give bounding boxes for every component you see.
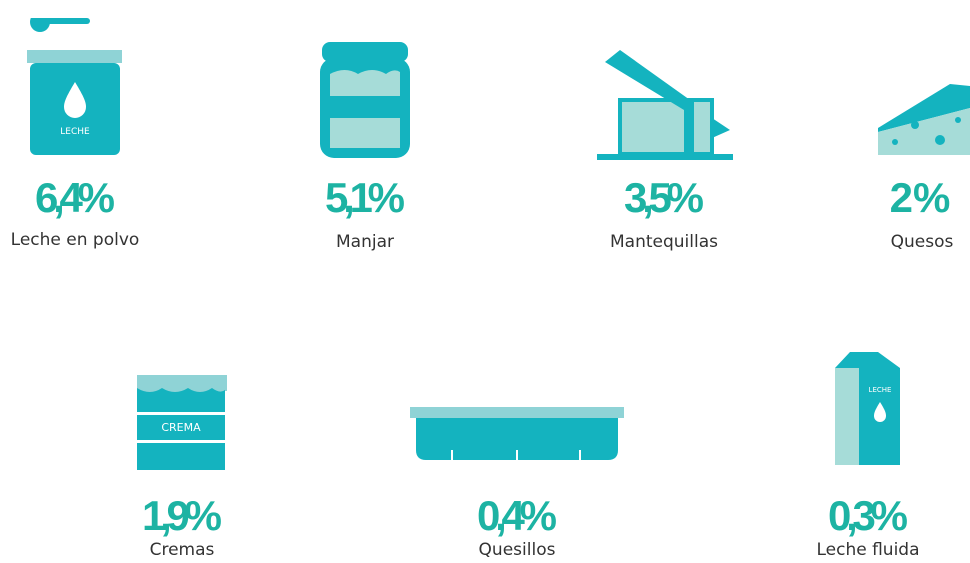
product-label: Mantequillas <box>610 232 718 252</box>
percentage: 6,4% <box>35 174 115 221</box>
percentage: 0,3% <box>828 492 908 539</box>
product-label: Leche fluida <box>816 540 919 560</box>
icon-text: LECHE <box>869 386 892 394</box>
milk-carton-icon: LECHE <box>835 352 900 465</box>
butter-icon <box>597 50 733 160</box>
percentage: 2% <box>890 174 951 221</box>
product-label: Quesillos <box>479 540 556 560</box>
percentage: 3,5% <box>624 174 704 221</box>
product-label: Quesos <box>891 232 954 252</box>
cheese-icon <box>878 84 970 155</box>
cream-icon: CREMA <box>137 375 227 470</box>
percentage: 1,9% <box>142 492 222 539</box>
product-label: Cremas <box>150 540 215 560</box>
percentage: 0,4% <box>477 492 557 539</box>
icon-text: CREMA <box>161 421 201 434</box>
tray-icon <box>410 407 624 460</box>
product-label: Manjar <box>336 232 394 252</box>
percentage: 5,1% <box>325 174 405 221</box>
jam-jar-icon <box>320 42 410 158</box>
product-label: Leche en polvo <box>11 230 140 250</box>
powder-milk-icon: LECHE <box>27 8 122 155</box>
icon-text: LECHE <box>60 127 90 137</box>
